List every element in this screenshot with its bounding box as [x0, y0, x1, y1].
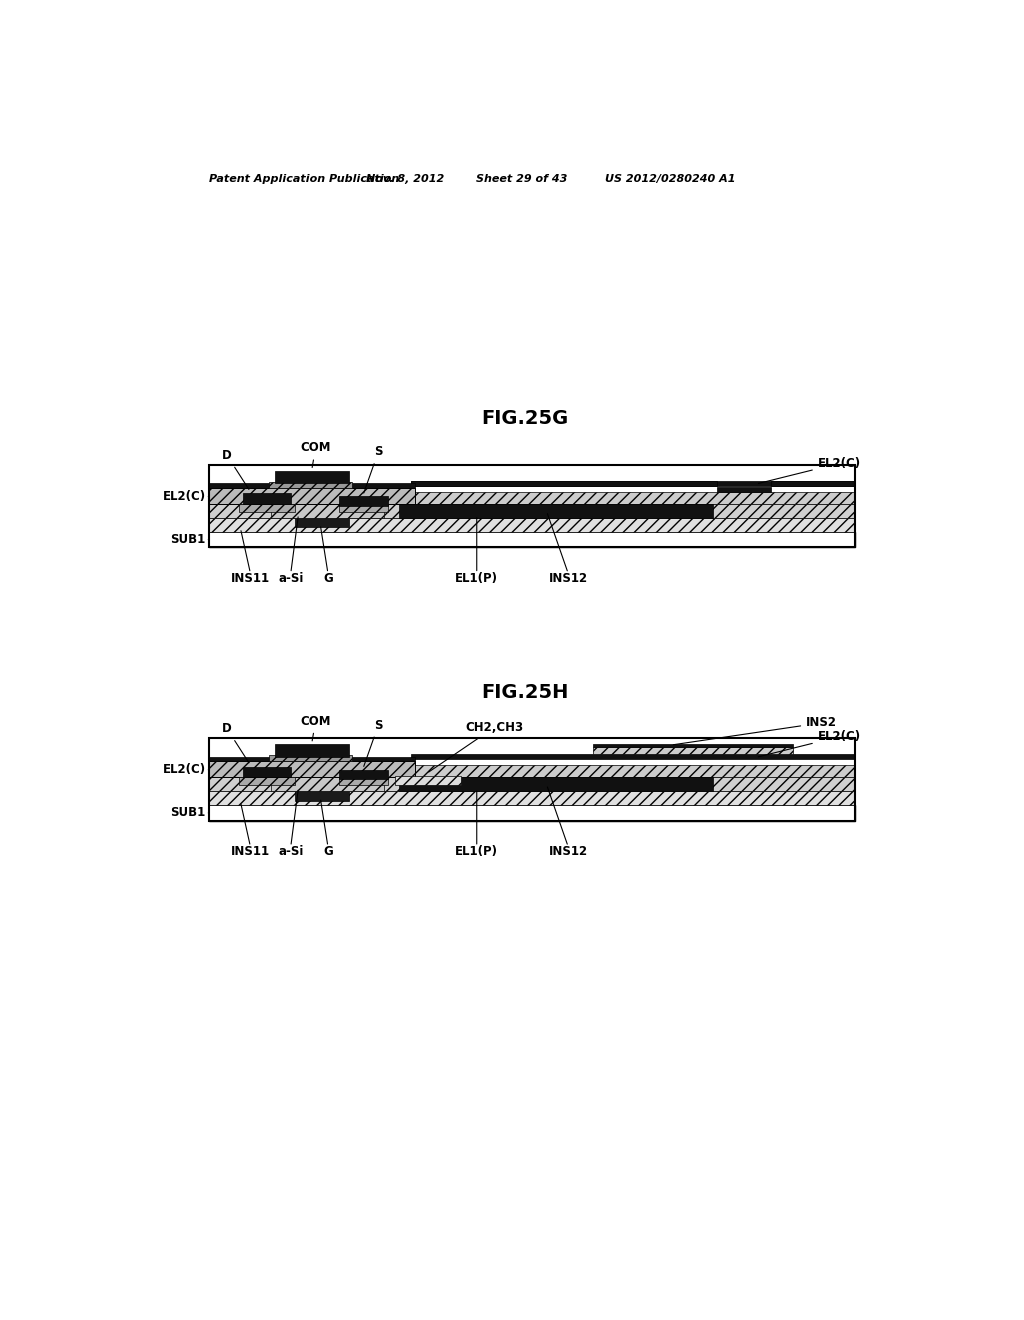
Text: S: S: [364, 445, 383, 494]
Text: D: D: [222, 449, 249, 490]
Text: Sheet 29 of 43: Sheet 29 of 43: [476, 174, 567, 185]
Text: EL2(C): EL2(C): [163, 490, 209, 503]
Bar: [209, 488, 415, 504]
Bar: [411, 755, 855, 759]
Text: US 2012/0280240 A1: US 2012/0280240 A1: [605, 174, 736, 185]
Bar: [209, 504, 855, 517]
Text: D: D: [222, 722, 249, 763]
Text: EL1(P): EL1(P): [456, 845, 499, 858]
Bar: [593, 743, 793, 747]
Bar: [239, 777, 295, 785]
Text: INS11: INS11: [230, 572, 270, 585]
Bar: [243, 767, 291, 777]
Text: INS12: INS12: [549, 845, 588, 858]
Bar: [271, 504, 384, 517]
Text: INS2: INS2: [673, 717, 838, 744]
Text: SUB1: SUB1: [170, 533, 209, 546]
Bar: [411, 480, 855, 486]
Bar: [717, 487, 771, 492]
Text: INS11: INS11: [230, 845, 270, 858]
Bar: [209, 789, 855, 805]
Text: EL2(C): EL2(C): [759, 457, 861, 483]
Text: S: S: [364, 718, 383, 767]
Bar: [339, 504, 388, 512]
Text: INS12: INS12: [549, 572, 588, 585]
Bar: [209, 532, 855, 548]
Bar: [275, 471, 349, 483]
Bar: [403, 781, 710, 789]
Text: G: G: [324, 572, 333, 585]
Bar: [239, 504, 295, 512]
Text: COM: COM: [300, 441, 331, 467]
Text: FIG.25H: FIG.25H: [481, 682, 568, 701]
Bar: [395, 776, 461, 785]
Bar: [275, 744, 349, 756]
Text: EL1(P): EL1(P): [456, 572, 499, 585]
Bar: [593, 747, 793, 755]
Bar: [209, 483, 415, 488]
Bar: [209, 775, 855, 789]
Text: a-Si: a-Si: [279, 845, 303, 858]
Bar: [209, 516, 855, 532]
Text: COM: COM: [300, 714, 331, 741]
Bar: [399, 504, 713, 517]
Bar: [411, 766, 855, 777]
Text: Nov. 8, 2012: Nov. 8, 2012: [367, 174, 444, 185]
Bar: [209, 756, 415, 762]
Bar: [209, 805, 855, 821]
Text: EL2(C): EL2(C): [163, 763, 209, 776]
Text: EL2(C): EL2(C): [759, 730, 861, 756]
Bar: [403, 508, 710, 516]
Bar: [243, 494, 291, 504]
Bar: [209, 805, 855, 821]
Bar: [209, 465, 855, 548]
Bar: [209, 502, 855, 516]
Bar: [271, 777, 384, 792]
Bar: [209, 738, 855, 821]
Text: FIG.25G: FIG.25G: [481, 409, 568, 428]
Bar: [209, 517, 855, 532]
Bar: [209, 777, 855, 792]
Bar: [209, 762, 415, 777]
Bar: [411, 492, 855, 504]
Bar: [209, 792, 855, 805]
Bar: [295, 517, 349, 527]
Text: a-Si: a-Si: [279, 572, 303, 585]
Bar: [411, 480, 717, 486]
Text: SUB1: SUB1: [170, 807, 209, 820]
Text: CH2,CH3: CH2,CH3: [429, 721, 523, 772]
Bar: [269, 482, 352, 488]
Text: Patent Application Publication: Patent Application Publication: [209, 174, 399, 185]
Bar: [399, 777, 713, 792]
Bar: [269, 755, 352, 762]
Text: G: G: [324, 845, 333, 858]
Bar: [339, 496, 388, 506]
Bar: [295, 792, 349, 800]
Bar: [771, 480, 855, 486]
Bar: [339, 770, 388, 779]
Bar: [339, 777, 388, 785]
Bar: [209, 532, 855, 548]
